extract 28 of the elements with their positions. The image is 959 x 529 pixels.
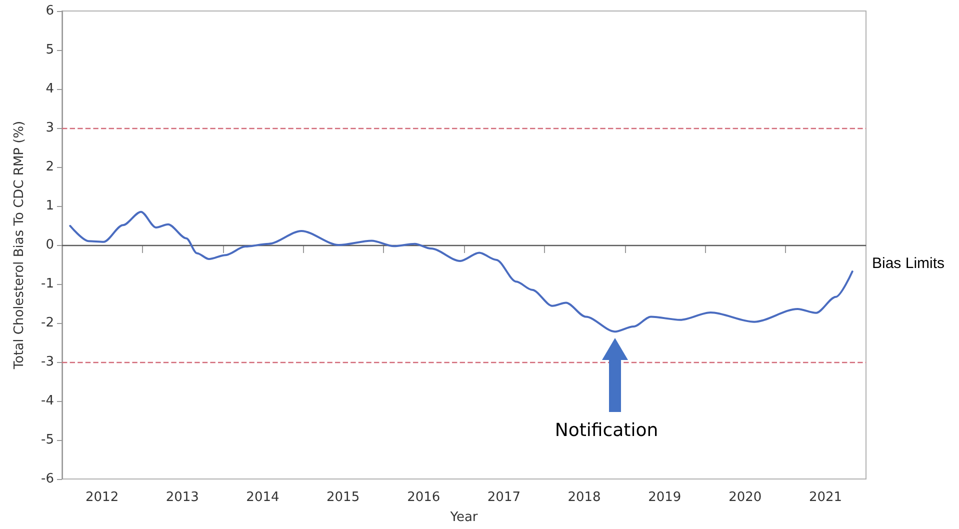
y-tick-label: -4 bbox=[41, 394, 54, 408]
y-tick-label: 0 bbox=[46, 238, 54, 252]
y-tick-label: 2 bbox=[46, 160, 54, 174]
x-tick-label: 2016 bbox=[407, 490, 440, 505]
y-tick-label: 6 bbox=[46, 4, 54, 18]
x-tick-label: 2014 bbox=[246, 490, 280, 505]
x-tick-label: 2020 bbox=[728, 490, 762, 505]
annotation: Notification bbox=[554, 420, 658, 441]
x-tick-label: 2021 bbox=[808, 490, 842, 505]
x-tick-label: 2018 bbox=[568, 490, 601, 505]
y-tick-label: -2 bbox=[41, 316, 54, 330]
x-tick-label: 2019 bbox=[648, 490, 682, 505]
y-axis-title: Total Cholesterol Bias To CDC RMP (%) bbox=[12, 120, 27, 370]
y-tick-label: -5 bbox=[41, 432, 54, 448]
y-tick-label: 5 bbox=[46, 42, 54, 58]
text: Bias Limits bbox=[872, 255, 945, 272]
y-tick-label: -6 bbox=[41, 472, 54, 486]
x-tick-label: 2013 bbox=[166, 490, 199, 505]
x-tick-label: 2012 bbox=[86, 490, 119, 505]
y-tick-label: -3 bbox=[41, 354, 54, 370]
y-tick-label: -1 bbox=[41, 276, 54, 292]
y-tick-label: 4 bbox=[46, 82, 54, 96]
y-tick-label: 1 bbox=[46, 198, 54, 214]
y-tick-label: 3 bbox=[46, 120, 54, 136]
x-tick-label: 2015 bbox=[326, 490, 360, 505]
x-tick-label: 2017 bbox=[487, 490, 520, 505]
line-series bbox=[69, 210, 854, 333]
x-axis-title: Year bbox=[449, 510, 478, 525]
